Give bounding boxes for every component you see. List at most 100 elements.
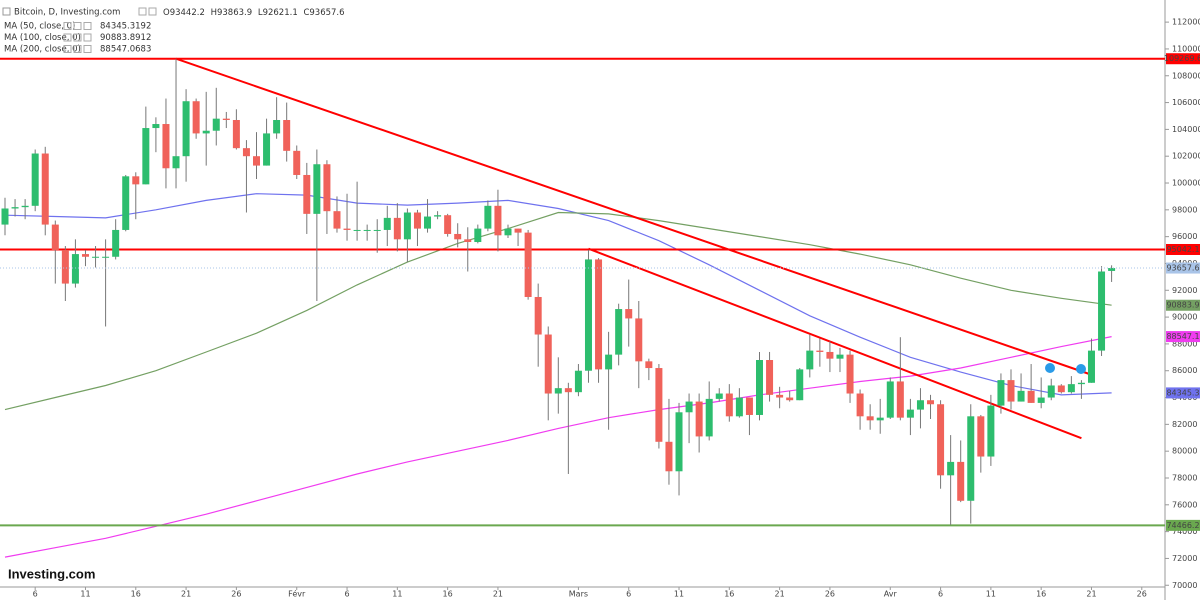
candle-body [665, 441, 673, 472]
candle-body [1047, 385, 1055, 398]
logo: Investing.com [8, 566, 95, 581]
candle-body [102, 256, 110, 258]
candle-body [816, 350, 824, 352]
x-tick-label: 21 [181, 590, 191, 599]
icon [63, 22, 72, 30]
candle-body [222, 118, 230, 120]
y-tick-label: 76000 [1172, 500, 1197, 509]
candle-body [303, 174, 311, 214]
icon [2, 7, 11, 16]
icon [63, 33, 72, 42]
candle-body [323, 164, 331, 212]
candle-body [947, 461, 955, 476]
candle-body [273, 120, 281, 134]
candle-body [373, 229, 381, 231]
ma-tag: 90883.9 [1166, 301, 1199, 310]
y-tick-label: 98000 [1172, 205, 1197, 214]
legend-label: MA (100, close, 0) [4, 33, 81, 43]
trend-line [175, 57, 1092, 376]
candle-body [383, 217, 391, 230]
event-marker [1076, 364, 1086, 374]
icon [83, 22, 92, 30]
x-tick-label: 26 [825, 590, 835, 599]
y-tick-label: 106000 [1172, 98, 1200, 107]
candle-body [997, 380, 1005, 406]
candle-body [564, 388, 572, 393]
ma-tag-bg [1166, 331, 1200, 343]
y-tick-label: 74000 [1172, 527, 1197, 536]
ohlc: O93442.2 H93863.9 L92621.1 C93657.6 [163, 8, 345, 18]
candle-body [232, 120, 240, 149]
candle-body [152, 124, 160, 129]
candle-body [906, 409, 914, 418]
legend-value: 88547.0683 [100, 45, 151, 55]
candle-body [504, 228, 512, 236]
x-tick-label: 11 [80, 590, 90, 599]
candle-body [112, 229, 120, 257]
candle-body [725, 393, 733, 417]
y-tick-label: 100000 [1172, 179, 1200, 188]
candle-body [554, 388, 562, 394]
ohlc-value: 93442.2 [170, 8, 205, 18]
x-tick-label: 11 [392, 590, 402, 599]
candle-body [735, 397, 743, 417]
ohlc-letter: C [303, 8, 309, 18]
candle-body [81, 254, 89, 257]
candle-body [866, 416, 874, 421]
ma-tag: 84345.3 [1166, 388, 1199, 397]
candle-body [595, 259, 603, 370]
y-tick-label: 96000 [1172, 232, 1197, 241]
candle-body [142, 128, 150, 185]
y-tick-label: 102000 [1172, 152, 1200, 161]
candle-body [1027, 390, 1035, 403]
y-tick-label: 110000 [1172, 44, 1200, 53]
candle-body [253, 156, 260, 166]
candle-body [353, 229, 361, 231]
x-tick-label: 11 [674, 590, 684, 599]
ohlc-value: 93657.6 [309, 8, 344, 18]
level-tag-bg [1166, 243, 1200, 255]
candle-body [514, 228, 522, 233]
icon [148, 7, 157, 16]
candle-body [1087, 350, 1095, 383]
y-tick-label: 80000 [1172, 447, 1197, 456]
ohlc-letter: L [258, 8, 263, 18]
x-tick-label: 16 [443, 590, 453, 599]
candle-body [41, 153, 49, 225]
x-tick-label: Mars [569, 590, 588, 599]
candle-body [413, 212, 421, 229]
ohlc-value: 93863.9 [217, 8, 252, 18]
candle-body [766, 360, 774, 395]
ma-tag-bg [1166, 387, 1200, 399]
y-tick-label: 86000 [1172, 366, 1197, 375]
candle-body [444, 215, 452, 234]
candle-body [343, 228, 351, 230]
ohlc-letter: O [163, 8, 170, 18]
candle-body [212, 118, 220, 131]
x-tick-label: 11 [986, 590, 996, 599]
candle-body [1108, 268, 1116, 271]
trend-line [588, 247, 1082, 440]
candle-body [806, 350, 814, 370]
candle-body [836, 354, 844, 359]
plot-area [0, 57, 1165, 558]
y-tick-label: 108000 [1172, 71, 1200, 80]
candle-body [655, 368, 663, 442]
candle-body [333, 211, 341, 229]
candle-body [856, 393, 864, 417]
x-tick-label: 6 [33, 590, 38, 599]
x-tick-label: 16 [724, 590, 734, 599]
candle-body [464, 239, 472, 243]
ohlc-letter: H [211, 8, 217, 18]
candle-body [1077, 382, 1085, 385]
y-tick-label: 70000 [1172, 581, 1197, 590]
candle-body [695, 401, 703, 437]
legend: Bitcoin, D, Investing.com O93442.2 H9386… [2, 7, 345, 18]
x-tick-label: 16 [1036, 590, 1046, 599]
icon [73, 22, 82, 30]
level-tag: 95042.1 [1166, 245, 1199, 254]
candle-body [363, 229, 371, 231]
candle-body [1067, 384, 1075, 393]
x-tick-label: 21 [775, 590, 785, 599]
